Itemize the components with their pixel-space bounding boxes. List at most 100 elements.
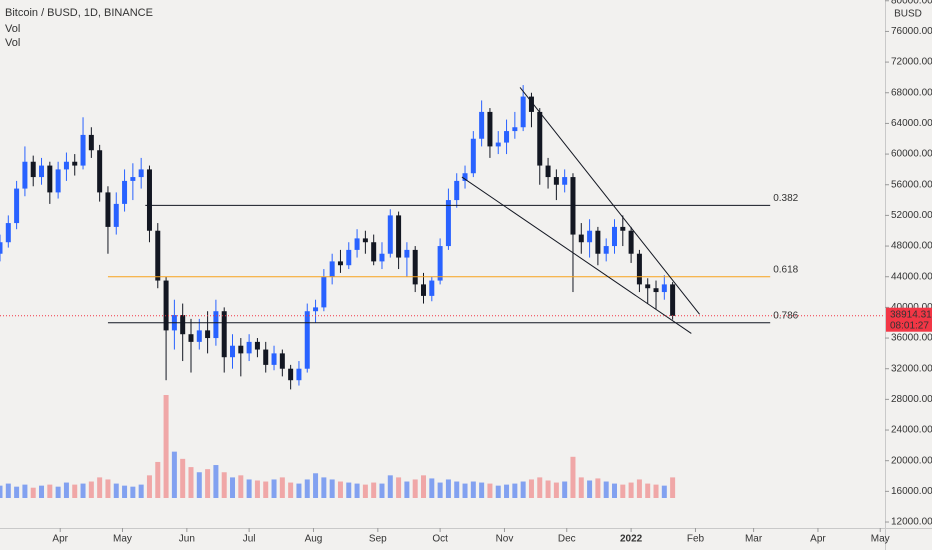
candle-body — [462, 173, 468, 181]
candle-body — [512, 127, 518, 132]
candle-body — [180, 315, 186, 335]
volume-bar — [661, 485, 667, 498]
volume-bar — [0, 485, 3, 498]
volume-bar — [404, 481, 410, 498]
volume-bar — [97, 477, 103, 498]
volume-bar — [387, 475, 393, 498]
y-tick-label: 72000.00 — [891, 57, 932, 68]
volume-bar — [587, 480, 593, 498]
candle-body — [263, 349, 269, 365]
x-tick-label: Feb — [687, 534, 705, 545]
x-tick-label: Mar — [745, 534, 763, 545]
volume-bar — [462, 483, 468, 498]
x-tick-label: Apr — [52, 534, 68, 545]
indicator-label: Vol — [5, 37, 20, 49]
y-tick-label: 28000.00 — [891, 394, 932, 405]
volume-bar — [188, 467, 194, 498]
candle-body — [487, 111, 493, 147]
volume-bar — [379, 483, 385, 498]
volume-bar — [396, 477, 402, 498]
candle-body — [213, 311, 219, 339]
x-tick-label: Nov — [496, 534, 514, 545]
candle-body — [130, 177, 136, 181]
candle-body — [371, 242, 377, 262]
candle-body — [578, 234, 584, 243]
trendline — [461, 176, 692, 334]
volume-bar — [313, 473, 319, 498]
volume-bar — [437, 482, 443, 498]
candle-body — [595, 230, 601, 254]
y-tick-label: 40000.00 — [891, 302, 932, 313]
volume-bar — [180, 458, 186, 498]
y-tick-label: 36000.00 — [891, 333, 932, 344]
volume-bar — [445, 479, 451, 498]
x-tick-label: Aug — [305, 534, 323, 545]
y-tick-label: 12000.00 — [891, 517, 932, 528]
candle-body — [288, 368, 294, 381]
candle-body — [504, 131, 510, 143]
y-tick-label: 48000.00 — [891, 241, 932, 252]
candle-body — [454, 180, 460, 201]
volume-bar — [221, 472, 227, 498]
x-tick-label: Jul — [243, 534, 256, 545]
candle-body — [39, 165, 45, 178]
candle-body — [528, 96, 534, 112]
volume-bar — [362, 484, 368, 498]
volume-bar — [595, 478, 601, 498]
candle-body — [163, 280, 169, 331]
volume-bar — [122, 485, 128, 498]
candle-body — [196, 330, 202, 342]
volume-bar — [288, 482, 294, 498]
volume-bar — [271, 479, 277, 498]
volume-bar — [670, 477, 676, 498]
volume-bar — [487, 483, 493, 498]
volume-bar — [113, 483, 119, 498]
volume-bar — [230, 477, 236, 498]
volume-bar — [628, 482, 634, 498]
x-tick-label: Oct — [432, 534, 448, 545]
y-tick-label: 52000.00 — [891, 210, 932, 221]
volume-bar — [653, 484, 659, 498]
candle-body — [645, 284, 651, 289]
candle-body — [346, 249, 352, 266]
candle-body — [254, 341, 260, 350]
candle-body — [188, 334, 194, 342]
candle-body — [47, 165, 53, 193]
y-tick-label: 24000.00 — [891, 425, 932, 436]
candle-body — [354, 238, 360, 250]
x-tick-label: Apr — [810, 534, 826, 545]
candle-body — [271, 353, 277, 365]
candle-body — [146, 169, 152, 231]
volume-bar — [138, 484, 144, 498]
currency-label: BUSD — [894, 9, 922, 20]
volume-bar — [105, 479, 111, 498]
candle-body — [362, 238, 368, 243]
candle-body — [520, 96, 526, 128]
volume-bar — [412, 479, 418, 498]
y-tick-label: 60000.00 — [891, 149, 932, 160]
candle-body — [495, 142, 501, 147]
volume-bar — [553, 482, 559, 498]
y-tick-label: 20000.00 — [891, 455, 932, 466]
candle-body — [30, 161, 36, 178]
volume-bar — [537, 477, 543, 498]
volume-bar — [238, 475, 244, 498]
candle-body — [205, 330, 211, 339]
volume-bar — [254, 480, 260, 498]
volume-bar — [371, 482, 377, 498]
volume-bar — [279, 477, 285, 498]
volume-bar — [163, 395, 169, 498]
candle-body — [321, 276, 327, 308]
volume-bar — [130, 486, 136, 498]
volume-bar — [479, 482, 485, 498]
candle-body — [537, 111, 543, 166]
volume-bar — [620, 484, 626, 498]
fib-level-label: 0.618 — [773, 264, 798, 275]
volume-bar — [196, 472, 202, 498]
candle-body — [72, 161, 78, 166]
volume-bar — [39, 485, 45, 498]
x-tick-label: May — [871, 534, 890, 545]
candle-body — [337, 261, 343, 266]
volume-bar — [155, 461, 161, 498]
